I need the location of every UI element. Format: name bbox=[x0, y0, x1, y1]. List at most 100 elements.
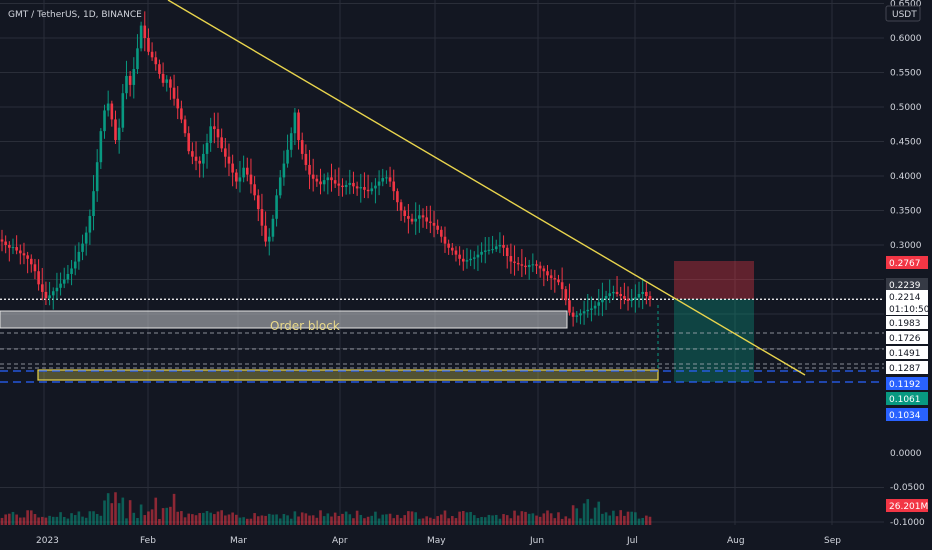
candle-body bbox=[436, 225, 439, 230]
candle-body bbox=[249, 174, 253, 185]
volume-bar bbox=[308, 515, 311, 525]
candle-body bbox=[158, 64, 161, 74]
volume-bar bbox=[509, 518, 513, 525]
volume-bar bbox=[344, 511, 348, 525]
volume-bar bbox=[62, 516, 66, 525]
candle-body bbox=[330, 177, 333, 181]
candle-body bbox=[132, 69, 136, 85]
candle-body bbox=[454, 250, 458, 255]
candle-body bbox=[172, 87, 176, 99]
candle-body bbox=[297, 112, 300, 141]
candle-body bbox=[81, 243, 84, 252]
volume-bar bbox=[465, 512, 469, 525]
candle-body bbox=[432, 222, 436, 226]
candle-body bbox=[289, 133, 293, 150]
candle-body bbox=[414, 218, 417, 222]
candle-body bbox=[73, 261, 77, 269]
volume-bar bbox=[51, 516, 55, 525]
candle-body bbox=[0, 239, 4, 242]
candle-body bbox=[40, 284, 44, 292]
volume-bar bbox=[311, 515, 315, 525]
candle-body bbox=[106, 103, 110, 111]
volume-bar bbox=[264, 515, 267, 525]
y-tick-label: 0.3500 bbox=[890, 207, 922, 217]
volume-bar bbox=[125, 518, 128, 525]
candle-body bbox=[209, 126, 212, 143]
time-axis[interactable]: 2023 Feb Mar Apr May Jun Jul Aug Sep bbox=[0, 528, 932, 550]
volume-bar bbox=[92, 511, 95, 525]
candle-body bbox=[472, 257, 476, 259]
volume-bar bbox=[202, 512, 205, 525]
volume-bar bbox=[15, 514, 18, 525]
candle-body bbox=[286, 149, 289, 164]
volume-bar bbox=[505, 515, 509, 525]
candle-body bbox=[429, 221, 432, 223]
volume-bar bbox=[377, 518, 381, 525]
volume-bar bbox=[586, 499, 590, 525]
candle-body bbox=[399, 202, 403, 211]
volume-bar bbox=[590, 518, 593, 525]
volume-bar bbox=[513, 510, 516, 525]
y-tick-label: 0.4000 bbox=[890, 172, 922, 182]
candle-body bbox=[553, 278, 557, 280]
volume-bar bbox=[385, 514, 388, 525]
candle-body bbox=[95, 162, 99, 192]
candle-body bbox=[516, 262, 520, 265]
candle-body bbox=[601, 298, 604, 303]
volume-bar bbox=[81, 516, 84, 525]
candle-body bbox=[44, 291, 48, 299]
volume-bar bbox=[593, 507, 597, 525]
candle-body bbox=[520, 264, 524, 266]
volume-bar bbox=[341, 513, 344, 525]
candle-body bbox=[293, 112, 297, 134]
x-tick-label: Jun bbox=[529, 536, 544, 546]
volume-bar bbox=[337, 515, 341, 525]
price-label-bg bbox=[886, 408, 928, 421]
volume-bar bbox=[213, 514, 216, 525]
candle-body bbox=[304, 153, 308, 165]
volume-bar bbox=[161, 508, 165, 525]
currency-box[interactable] bbox=[885, 5, 921, 22]
volume-bar bbox=[623, 515, 626, 525]
price-axis[interactable]: 0.6500 0.6000 0.5500 0.5000 0.4500 0.4000 0.35… bbox=[884, 0, 932, 550]
candle-body bbox=[37, 271, 40, 285]
candle-body bbox=[403, 210, 407, 217]
y-tick-label: 0.5500 bbox=[890, 69, 922, 79]
volume-bar bbox=[278, 518, 282, 525]
candle-body bbox=[154, 57, 158, 65]
price-label-bg bbox=[886, 499, 928, 512]
candle-body bbox=[443, 236, 447, 244]
volume-bar bbox=[304, 513, 308, 525]
candle-body bbox=[410, 218, 414, 222]
volume-bar bbox=[560, 518, 564, 525]
candle-body bbox=[568, 300, 571, 313]
price-label-bg bbox=[886, 377, 928, 390]
candle-body bbox=[117, 127, 121, 141]
candle-body bbox=[524, 265, 527, 268]
candle-body bbox=[352, 182, 355, 187]
volume-bar bbox=[476, 518, 480, 525]
volume-bar bbox=[59, 512, 62, 525]
candle-body bbox=[458, 254, 461, 259]
volume-bar bbox=[553, 518, 557, 525]
candle-body bbox=[388, 177, 392, 182]
candle-body bbox=[447, 243, 450, 248]
candle-body bbox=[278, 177, 282, 196]
volume-bar bbox=[66, 518, 70, 525]
candle-body bbox=[92, 191, 95, 217]
candle-body bbox=[575, 315, 579, 317]
volume-bar bbox=[220, 510, 223, 525]
candle-body bbox=[161, 73, 165, 83]
volume-bar bbox=[22, 517, 26, 525]
candle-body bbox=[128, 75, 132, 85]
candle-body bbox=[546, 271, 549, 276]
candle-body bbox=[326, 177, 330, 181]
candle-body bbox=[582, 311, 586, 314]
candle-body bbox=[608, 293, 612, 297]
candle-body bbox=[619, 293, 623, 297]
volume-bar bbox=[582, 503, 586, 525]
volume-bar bbox=[0, 517, 4, 525]
volume-bar bbox=[326, 513, 330, 525]
